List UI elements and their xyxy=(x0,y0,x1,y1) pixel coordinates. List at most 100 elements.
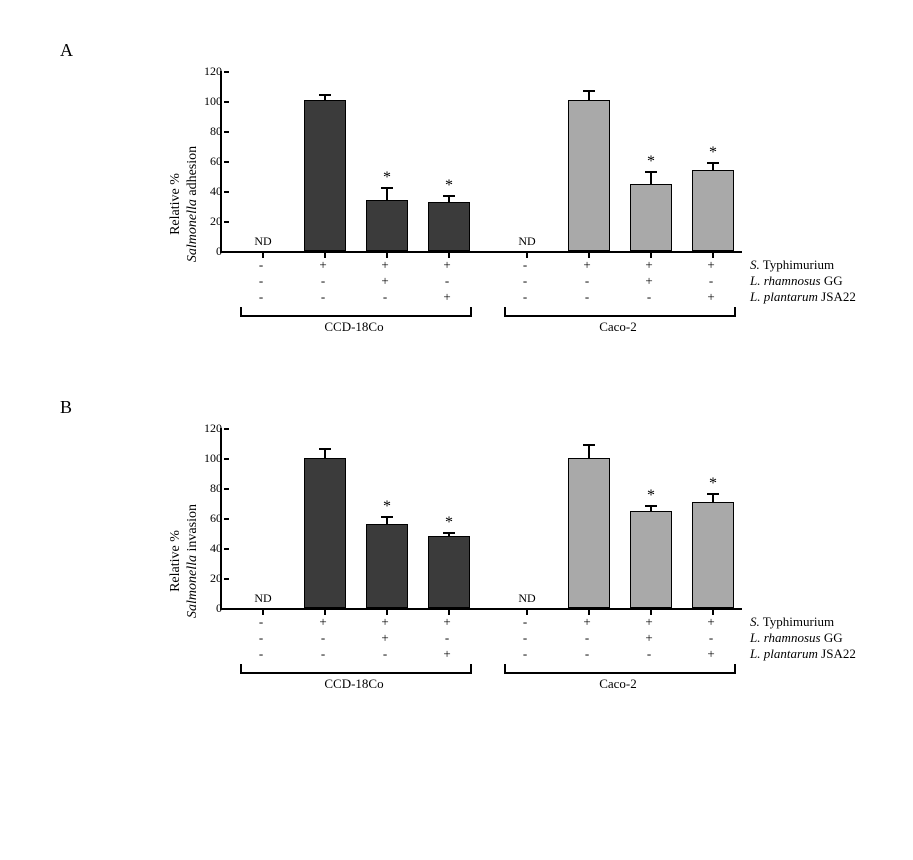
bar xyxy=(304,100,346,252)
condition-cell: - xyxy=(566,273,608,289)
condition-name: L. rhamnosus GG xyxy=(750,273,843,289)
y-tick: 120 xyxy=(182,422,222,434)
significance-star: * xyxy=(709,145,717,161)
group-brackets: CCD-18CoCaco-2 xyxy=(220,307,740,337)
y-tick: 100 xyxy=(182,452,222,464)
condition-cell: - xyxy=(364,646,406,662)
condition-cell: + xyxy=(628,614,670,630)
condition-cell: - xyxy=(364,289,406,305)
error-cap xyxy=(707,493,719,495)
condition-row: ---+---+L. plantarum JSA22 xyxy=(220,646,740,662)
panel-A: ARelative %Salmonella adhesion0204060801… xyxy=(60,40,853,337)
condition-cell: - xyxy=(566,646,608,662)
error-cap xyxy=(381,516,393,518)
condition-cell: - xyxy=(240,289,282,305)
condition-cell: - xyxy=(240,614,282,630)
nd-label: ND xyxy=(254,234,271,249)
condition-cell: - xyxy=(566,630,608,646)
condition-cell: - xyxy=(302,289,344,305)
bar xyxy=(304,458,346,608)
panel-label: B xyxy=(60,397,853,418)
y-tick: 80 xyxy=(182,482,222,494)
error-bar xyxy=(386,517,388,525)
condition-cell: + xyxy=(690,614,732,630)
condition-cell: + xyxy=(364,273,406,289)
condition-cell: + xyxy=(628,273,670,289)
error-cap xyxy=(443,532,455,534)
y-tick: 20 xyxy=(182,215,222,227)
condition-cell: + xyxy=(426,257,468,273)
y-tick: 0 xyxy=(182,602,222,614)
significance-star: * xyxy=(383,499,391,515)
condition-cell: - xyxy=(504,646,546,662)
condition-cell: - xyxy=(240,630,282,646)
group-label: CCD-18Co xyxy=(240,319,468,335)
y-tick: 60 xyxy=(182,512,222,524)
condition-name: L. plantarum JSA22 xyxy=(750,646,856,662)
significance-star: * xyxy=(647,488,655,504)
bar xyxy=(692,502,734,609)
bars-container: ND**ND** xyxy=(222,428,742,608)
error-bar xyxy=(712,494,714,502)
condition-cell: + xyxy=(426,646,468,662)
nd-label: ND xyxy=(518,591,535,606)
y-tick: 0 xyxy=(182,245,222,257)
condition-row: -+++-+++S. Typhimurium xyxy=(220,257,740,273)
y-tick: 120 xyxy=(182,65,222,77)
condition-name: S. Typhimurium xyxy=(750,257,834,273)
panel-B: BRelative %Salmonella invasion0204060801… xyxy=(60,397,853,694)
y-tick: 60 xyxy=(182,155,222,167)
error-cap xyxy=(645,171,657,173)
y-tick: 100 xyxy=(182,95,222,107)
bar xyxy=(568,458,610,608)
condition-cell: - xyxy=(690,273,732,289)
condition-cell: + xyxy=(690,646,732,662)
chart-wrap: Relative %Salmonella invasion02040608010… xyxy=(180,428,820,694)
error-bar xyxy=(588,91,590,100)
condition-cell: + xyxy=(364,257,406,273)
bar xyxy=(630,184,672,252)
plot-area: 020406080100120ND**ND** xyxy=(220,428,742,610)
error-bar xyxy=(712,163,714,171)
group-bracket xyxy=(240,307,472,317)
condition-cell: - xyxy=(504,273,546,289)
condition-cell: - xyxy=(628,646,670,662)
y-ticks: 020406080100120 xyxy=(182,428,222,608)
condition-cell: - xyxy=(504,257,546,273)
condition-cell: + xyxy=(690,289,732,305)
nd-label: ND xyxy=(518,234,535,249)
bar xyxy=(428,536,470,608)
condition-name: L. rhamnosus GG xyxy=(750,630,843,646)
bar xyxy=(568,100,610,252)
condition-table: -+++-+++S. Typhimurium--+---+-L. rhamnos… xyxy=(220,257,740,305)
error-cap xyxy=(645,505,657,507)
condition-cell: - xyxy=(302,273,344,289)
condition-row: ---+---+L. plantarum JSA22 xyxy=(220,289,740,305)
error-cap xyxy=(381,187,393,189)
significance-star: * xyxy=(383,170,391,186)
condition-cell: + xyxy=(364,630,406,646)
error-bar xyxy=(588,445,590,459)
error-cap xyxy=(319,94,331,96)
group-bracket xyxy=(504,664,736,674)
condition-table: -+++-+++S. Typhimurium--+---+-L. rhamnos… xyxy=(220,614,740,662)
condition-cell: - xyxy=(426,273,468,289)
condition-cell: - xyxy=(302,646,344,662)
y-tick: 20 xyxy=(182,572,222,584)
plot-area: 020406080100120ND**ND** xyxy=(220,71,742,253)
error-bar xyxy=(386,188,388,200)
group-label: Caco-2 xyxy=(504,676,732,692)
y-tick: 40 xyxy=(182,185,222,197)
condition-cell: + xyxy=(364,614,406,630)
condition-cell: - xyxy=(426,630,468,646)
condition-cell: + xyxy=(628,630,670,646)
condition-row: --+---+-L. rhamnosus GG xyxy=(220,630,740,646)
group-brackets: CCD-18CoCaco-2 xyxy=(220,664,740,694)
panel-label: A xyxy=(60,40,853,61)
condition-cell: - xyxy=(240,273,282,289)
y-tick: 80 xyxy=(182,125,222,137)
bar xyxy=(366,524,408,608)
chart-wrap: Relative %Salmonella adhesion02040608010… xyxy=(180,71,820,337)
condition-cell: - xyxy=(504,289,546,305)
condition-cell: + xyxy=(426,289,468,305)
